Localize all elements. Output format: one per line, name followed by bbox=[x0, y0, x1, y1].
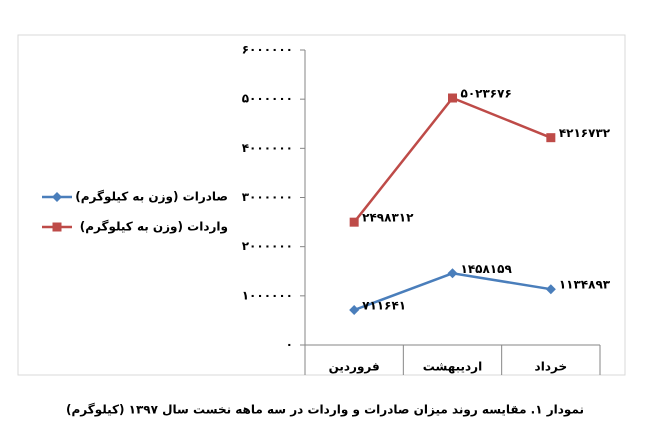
diamond-marker bbox=[447, 268, 458, 279]
chart-frame bbox=[17, 34, 626, 376]
diamond-marker bbox=[349, 305, 360, 316]
legend-label: واردات (وزن به کیلوگرم) bbox=[80, 220, 228, 235]
y-tick-label: ۳۰۰۰۰۰۰ bbox=[242, 190, 293, 204]
x-tick-label: فروردین bbox=[329, 360, 380, 375]
y-tick-label: ۱۰۰۰۰۰۰ bbox=[242, 288, 293, 302]
square-marker bbox=[52, 222, 62, 232]
data-label: ۲۴۹۸۳۱۲ bbox=[362, 211, 414, 225]
x-tick-label: اردیبهشت bbox=[423, 360, 482, 374]
square-marker bbox=[448, 93, 457, 103]
y-tick-label: ۴۰۰۰۰۰۰ bbox=[242, 141, 293, 155]
y-tick-label: ۶۰۰۰۰۰۰ bbox=[242, 43, 293, 57]
data-label: ۴۲۱۶۷۳۲ bbox=[559, 126, 611, 140]
x-tick-label: خرداد bbox=[535, 360, 568, 374]
data-label: ۷۱۱۶۴۱ bbox=[362, 299, 406, 313]
legend-label: صادرات (وزن به کیلوگرم) bbox=[75, 190, 228, 205]
data-label: ۱۴۵۸۱۵۹ bbox=[461, 262, 513, 276]
diamond-marker bbox=[545, 284, 556, 295]
diamond-marker bbox=[52, 192, 62, 202]
y-tick-label: ۲۰۰۰۰۰۰ bbox=[242, 239, 293, 253]
data-label: ۵۰۲۳۶۷۶ bbox=[461, 87, 512, 101]
square-marker bbox=[349, 217, 359, 227]
y-tick-label: ۰ bbox=[286, 338, 293, 352]
square-marker bbox=[546, 133, 556, 143]
line bbox=[353, 96, 552, 223]
caption: نمودار ۱. مقایسه روند میزان صادرات و وار… bbox=[66, 403, 584, 418]
y-tick-label: ۵۰۰۰۰۰۰ bbox=[242, 92, 293, 106]
data-label: ۱۱۳۴۸۹۳ bbox=[559, 278, 611, 292]
